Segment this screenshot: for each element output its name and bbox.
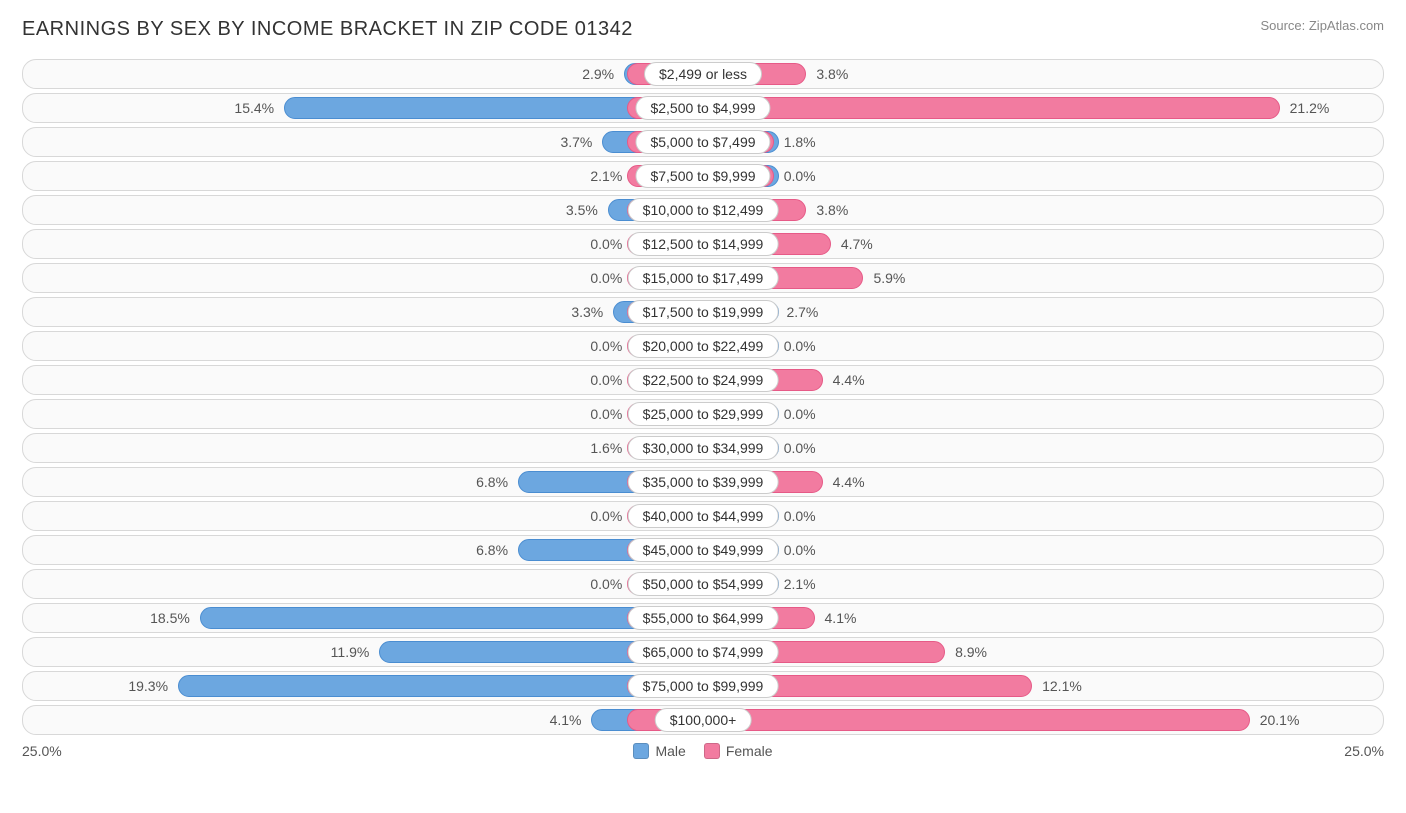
chart-title: EARNINGS BY SEX BY INCOME BRACKET IN ZIP… <box>22 18 633 41</box>
axis-max-right: 25.0% <box>1344 743 1384 759</box>
legend-item-female: Female <box>704 743 773 759</box>
chart-row: 3.7% 1.8% $5,000 to $7,499 <box>22 127 1384 157</box>
category-label: $22,500 to $24,999 <box>628 368 779 392</box>
value-male: 11.9% <box>331 644 370 660</box>
category-label: $17,500 to $19,999 <box>628 300 779 324</box>
value-male: 19.3% <box>128 678 168 694</box>
value-female: 12.1% <box>1042 678 1082 694</box>
value-male: 3.5% <box>566 202 598 218</box>
chart-row: 6.8% 0.0% $45,000 to $49,999 <box>22 535 1384 565</box>
swatch-male <box>633 743 649 759</box>
value-female: 5.9% <box>873 270 905 286</box>
swatch-female <box>704 743 720 759</box>
value-male: 4.1% <box>550 712 582 728</box>
value-female: 4.1% <box>825 610 857 626</box>
value-male: 18.5% <box>150 610 190 626</box>
value-male: 3.3% <box>571 304 603 320</box>
legend: Male Female <box>633 743 772 759</box>
value-female: 4.4% <box>833 372 865 388</box>
category-label: $35,000 to $39,999 <box>628 470 779 494</box>
legend-item-male: Male <box>633 743 685 759</box>
value-male: 0.0% <box>590 576 622 592</box>
category-label: $50,000 to $54,999 <box>628 572 779 596</box>
chart-row: 18.5% 4.1% $55,000 to $64,999 <box>22 603 1384 633</box>
chart-row: 2.1% 0.0% $7,500 to $9,999 <box>22 161 1384 191</box>
chart-row: 0.0% 2.1% $50,000 to $54,999 <box>22 569 1384 599</box>
value-female: 0.0% <box>784 338 816 354</box>
value-female: 2.7% <box>786 304 818 320</box>
chart-row: 0.0% 5.9% $15,000 to $17,499 <box>22 263 1384 293</box>
value-male: 0.0% <box>590 508 622 524</box>
value-female: 3.8% <box>816 66 848 82</box>
chart-row: 6.8% 4.4% $35,000 to $39,999 <box>22 467 1384 497</box>
category-label: $40,000 to $44,999 <box>628 504 779 528</box>
chart-row: 3.5% 3.8% $10,000 to $12,499 <box>22 195 1384 225</box>
category-label: $10,000 to $12,499 <box>628 198 779 222</box>
chart-row: 4.1% 20.1% $100,000+ <box>22 705 1384 735</box>
value-female: 21.2% <box>1290 100 1330 116</box>
value-female: 4.4% <box>833 474 865 490</box>
chart-row: 19.3% 12.1% $75,000 to $99,999 <box>22 671 1384 701</box>
category-label: $65,000 to $74,999 <box>628 640 779 664</box>
category-label: $7,500 to $9,999 <box>635 164 770 188</box>
value-female: 20.1% <box>1260 712 1300 728</box>
category-label: $75,000 to $99,999 <box>628 674 779 698</box>
value-male: 0.0% <box>590 338 622 354</box>
value-female: 1.8% <box>784 134 816 150</box>
category-label: $2,500 to $4,999 <box>635 96 770 120</box>
value-male: 1.6% <box>590 440 622 456</box>
value-male: 6.8% <box>476 474 508 490</box>
category-label: $12,500 to $14,999 <box>628 232 779 256</box>
value-female: 0.0% <box>784 440 816 456</box>
chart-row: 1.6% 0.0% $30,000 to $34,999 <box>22 433 1384 463</box>
value-male: 2.1% <box>590 168 622 184</box>
diverging-bar-chart: 2.9% 3.8% $2,499 or less 15.4% 21.2% $2,500 t… <box>22 59 1384 735</box>
chart-row: 0.0% 0.0% $20,000 to $22,499 <box>22 331 1384 361</box>
legend-label-female: Female <box>726 743 773 759</box>
category-label: $25,000 to $29,999 <box>628 402 779 426</box>
category-label: $15,000 to $17,499 <box>628 266 779 290</box>
chart-row: 15.4% 21.2% $2,500 to $4,999 <box>22 93 1384 123</box>
category-label: $20,000 to $22,499 <box>628 334 779 358</box>
value-male: 15.4% <box>234 100 274 116</box>
value-female: 2.1% <box>784 576 816 592</box>
chart-row: 0.0% 4.7% $12,500 to $14,999 <box>22 229 1384 259</box>
chart-row: 3.3% 2.7% $17,500 to $19,999 <box>22 297 1384 327</box>
value-male: 0.0% <box>590 406 622 422</box>
category-label: $45,000 to $49,999 <box>628 538 779 562</box>
chart-row: 11.9% 8.9% $65,000 to $74,999 <box>22 637 1384 667</box>
legend-label-male: Male <box>655 743 685 759</box>
value-male: 2.9% <box>582 66 614 82</box>
value-male: 0.0% <box>590 372 622 388</box>
chart-row: 0.0% 4.4% $22,500 to $24,999 <box>22 365 1384 395</box>
source-attribution: Source: ZipAtlas.com <box>1260 18 1384 33</box>
value-male: 3.7% <box>560 134 592 150</box>
chart-row: 0.0% 0.0% $40,000 to $44,999 <box>22 501 1384 531</box>
value-male: 6.8% <box>476 542 508 558</box>
value-female: 0.0% <box>784 508 816 524</box>
value-female: 4.7% <box>841 236 873 252</box>
chart-row: 0.0% 0.0% $25,000 to $29,999 <box>22 399 1384 429</box>
value-male: 0.0% <box>590 236 622 252</box>
category-label: $2,499 or less <box>644 62 762 86</box>
category-label: $30,000 to $34,999 <box>628 436 779 460</box>
axis-max-left: 25.0% <box>22 743 62 759</box>
value-female: 3.8% <box>816 202 848 218</box>
value-male: 0.0% <box>590 270 622 286</box>
value-female: 0.0% <box>784 406 816 422</box>
category-label: $55,000 to $64,999 <box>628 606 779 630</box>
category-label: $5,000 to $7,499 <box>635 130 770 154</box>
value-female: 0.0% <box>784 542 816 558</box>
category-label: $100,000+ <box>655 708 752 732</box>
value-female: 8.9% <box>955 644 987 660</box>
value-female: 0.0% <box>784 168 816 184</box>
chart-row: 2.9% 3.8% $2,499 or less <box>22 59 1384 89</box>
